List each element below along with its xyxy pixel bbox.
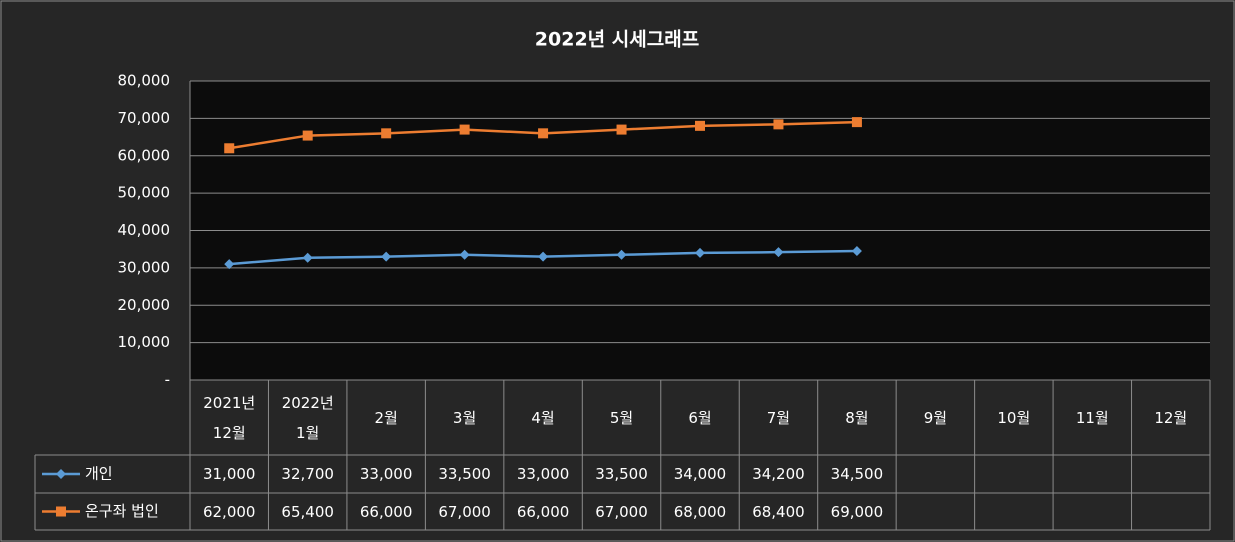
y-tick-label: - <box>165 371 170 389</box>
table-value: 65,400 <box>281 502 334 521</box>
marker <box>538 128 549 139</box>
x-category-label: 3월 <box>452 408 477 427</box>
x-category-label: 6월 <box>688 408 712 427</box>
table-value <box>1132 455 1210 493</box>
marker <box>381 251 392 262</box>
chart-title: 2022년 시세그래프 <box>535 29 699 51</box>
table-value: 33,500 <box>438 465 491 483</box>
table-value: 67,000 <box>438 502 491 521</box>
table-value: 66,000 <box>516 502 570 521</box>
table-value: 34,500 <box>830 465 884 483</box>
table-value <box>1053 493 1131 530</box>
x-category-label: 12월 <box>1154 408 1188 427</box>
table-value: 34,200 <box>752 465 805 483</box>
marker <box>56 469 66 479</box>
marker <box>302 130 313 141</box>
marker <box>695 120 705 131</box>
marker <box>538 251 549 262</box>
marker <box>616 249 627 260</box>
table-value: 68,400 <box>752 502 805 521</box>
marker <box>459 249 470 260</box>
x-category-label: 4월 <box>531 408 555 427</box>
marker <box>56 506 66 517</box>
table-value: 32,700 <box>281 465 334 483</box>
x-category-label: 11월 <box>1075 408 1109 427</box>
table-value: 34,000 <box>673 465 727 483</box>
y-tick-label: 70,000 <box>118 109 171 127</box>
x-category-label: 9월 <box>923 408 948 427</box>
table-value: 69,000 <box>830 502 884 521</box>
table-value: 67,000 <box>595 502 648 521</box>
marker <box>224 259 235 270</box>
table-value: 62,000 <box>202 502 256 521</box>
y-tick-label: 40,000 <box>118 221 171 239</box>
marker <box>773 247 784 258</box>
legend-label: 온구좌 법인 <box>85 502 159 520</box>
x-category-label: 10월 <box>997 408 1031 427</box>
x-category-label: 8월 <box>845 408 869 427</box>
marker <box>459 124 470 135</box>
y-tick-label: 30,000 <box>118 258 171 276</box>
table-value: 68,000 <box>673 502 727 521</box>
marker <box>616 124 627 135</box>
marker <box>302 252 313 263</box>
table-value: 33,000 <box>516 465 570 483</box>
y-tick-label: 50,000 <box>118 184 171 202</box>
table-value <box>896 455 974 493</box>
table-value: 66,000 <box>359 502 413 521</box>
table-value <box>1053 455 1131 493</box>
table-value: 33,500 <box>595 465 648 483</box>
y-tick-label: 10,000 <box>118 333 171 351</box>
table-value <box>896 493 974 530</box>
y-tick-label: 20,000 <box>118 296 171 314</box>
y-tick-label: 80,000 <box>118 72 171 90</box>
marker <box>773 119 784 130</box>
x-category-label: 2021년 12월 <box>203 393 256 442</box>
marker <box>381 128 392 139</box>
x-category-label: 2022년 1월 <box>281 393 334 442</box>
x-category-label: 2월 <box>374 408 398 427</box>
marker <box>851 246 862 257</box>
table-value <box>1132 493 1210 530</box>
table-value: 31,000 <box>202 465 256 483</box>
marker <box>224 143 235 154</box>
table-value: 33,000 <box>359 465 413 483</box>
marker <box>851 117 862 128</box>
marker <box>695 247 705 258</box>
table-value <box>975 455 1053 493</box>
x-category-label: 7월 <box>766 408 791 427</box>
y-tick-label: 60,000 <box>118 146 171 164</box>
table-value <box>975 493 1053 530</box>
x-category-label: 5월 <box>609 408 634 427</box>
legend-label: 개인 <box>85 465 113 483</box>
